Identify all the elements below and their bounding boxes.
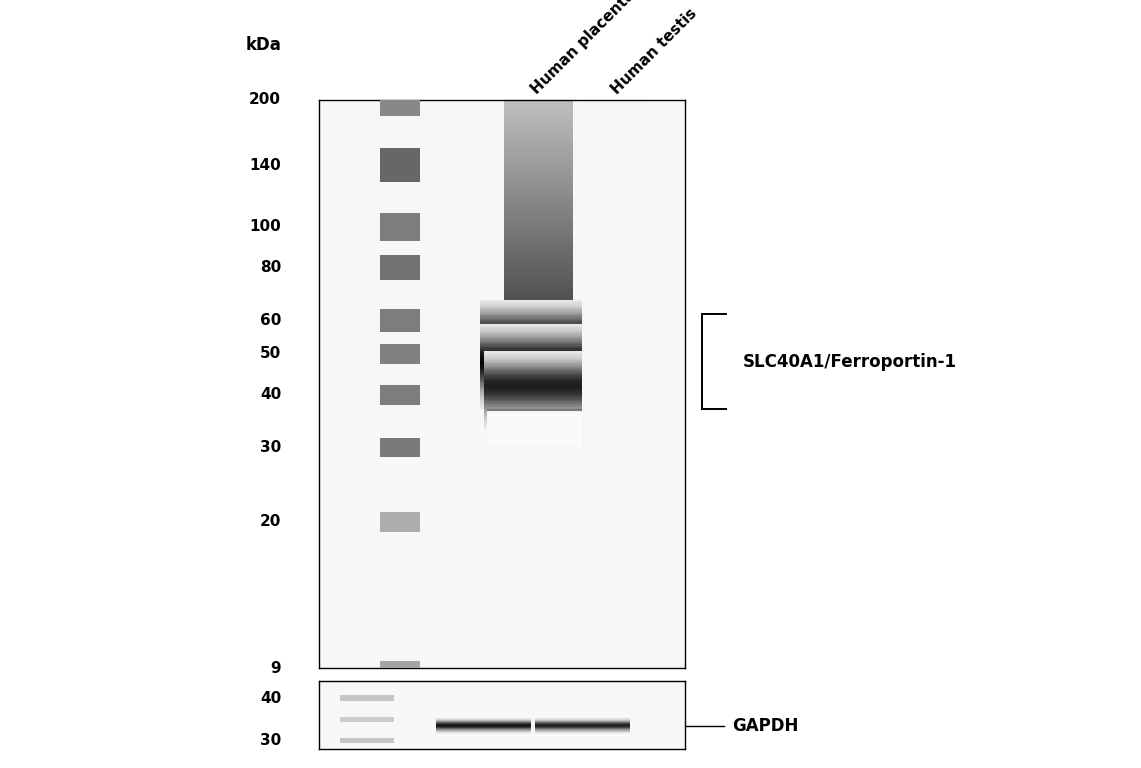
Text: 80: 80 [260,260,281,275]
Bar [340,717,395,722]
Bar [380,439,420,457]
Text: Human placenta: Human placenta [528,0,638,98]
Text: Human testis: Human testis [608,6,699,98]
Bar [380,343,420,364]
Text: 100: 100 [250,220,281,234]
Text: 9: 9 [270,660,281,676]
Bar [380,661,420,675]
Bar [380,385,420,405]
Bar [380,511,420,532]
Bar [380,84,420,116]
Bar [380,213,420,241]
Text: 60: 60 [260,313,281,328]
Text: SLC40A1/Ferroportin-1: SLC40A1/Ferroportin-1 [743,353,957,371]
Text: 20: 20 [260,515,281,529]
Bar [340,737,395,743]
Text: 30: 30 [260,733,281,748]
Bar [340,695,395,701]
Text: 30: 30 [260,440,281,455]
Text: 140: 140 [250,157,281,173]
Bar [380,255,420,280]
Bar [380,309,420,332]
Text: kDa: kDa [245,36,281,55]
Text: 200: 200 [249,92,281,108]
Text: 40: 40 [260,690,281,706]
Text: 50: 50 [260,346,281,362]
Text: GAPDH: GAPDH [733,717,799,734]
Text: 40: 40 [260,387,281,402]
Bar [380,148,420,182]
